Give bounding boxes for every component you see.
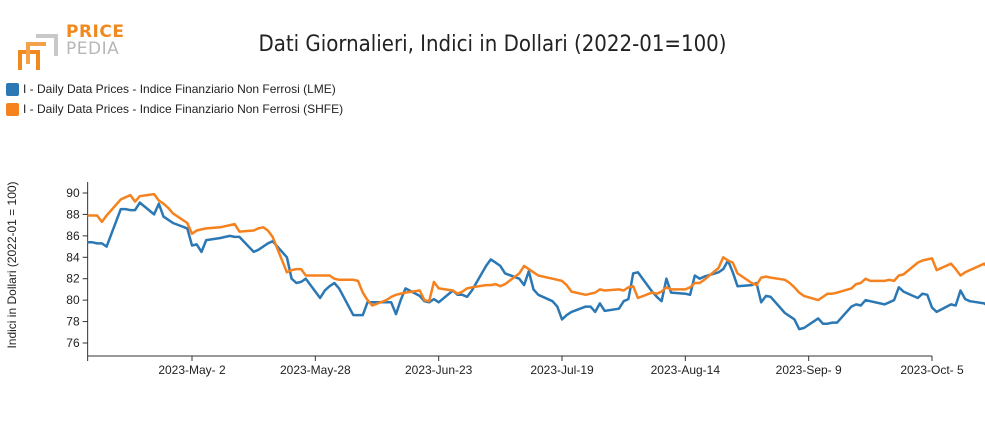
x-tick-label: 2023-Sep- 9	[776, 363, 842, 377]
legend-item-lme[interactable]: I - Daily Data Prices - Indice Finanziar…	[6, 79, 343, 99]
x-tick-label: 2023-Jun-23	[405, 363, 473, 377]
legend-label-lme: I - Daily Data Prices - Indice Finanziar…	[23, 82, 336, 96]
y-axis-title: Indici in Dollari (2022-01 = 100)	[5, 181, 19, 348]
pricepedia-logo: PRICE PEDIA	[18, 22, 128, 72]
y-tick-label: 80	[66, 293, 80, 307]
y-tick-label: 88	[66, 207, 80, 221]
series-line-shfe	[87, 192, 985, 307]
x-tick-label: 2023-Oct- 5	[900, 363, 964, 377]
legend-item-shfe[interactable]: I - Daily Data Prices - Indice Finanziar…	[6, 99, 343, 119]
y-tick-label: 82	[66, 272, 80, 286]
logo-text-pedia: PEDIA	[66, 39, 120, 59]
y-tick-label: 76	[66, 336, 80, 350]
x-tick-label: 2023-Jul-19	[530, 363, 594, 377]
legend-label-shfe: I - Daily Data Prices - Indice Finanziar…	[23, 102, 344, 116]
y-tick-label: 78	[66, 315, 80, 329]
legend-swatch-lme	[6, 82, 19, 96]
chart-title: Dati Giornalieri, Indici in Dollari (202…	[258, 32, 727, 57]
legend-swatch-shfe	[6, 102, 19, 116]
x-tick-label: 2023-May-28	[280, 363, 351, 377]
y-tick-label: 90	[66, 186, 80, 200]
y-tick-label: 86	[66, 229, 80, 243]
logo-mark-icon	[18, 34, 58, 70]
legend: I - Daily Data Prices - Indice Finanziar…	[6, 79, 343, 119]
y-tick-label: 84	[66, 250, 80, 264]
x-tick-label: 2023-Aug-14	[651, 363, 721, 377]
x-tick-label: 2023-May- 2	[158, 363, 226, 377]
logo-text-price: PRICE	[66, 22, 125, 42]
series-line-lme	[87, 201, 985, 331]
